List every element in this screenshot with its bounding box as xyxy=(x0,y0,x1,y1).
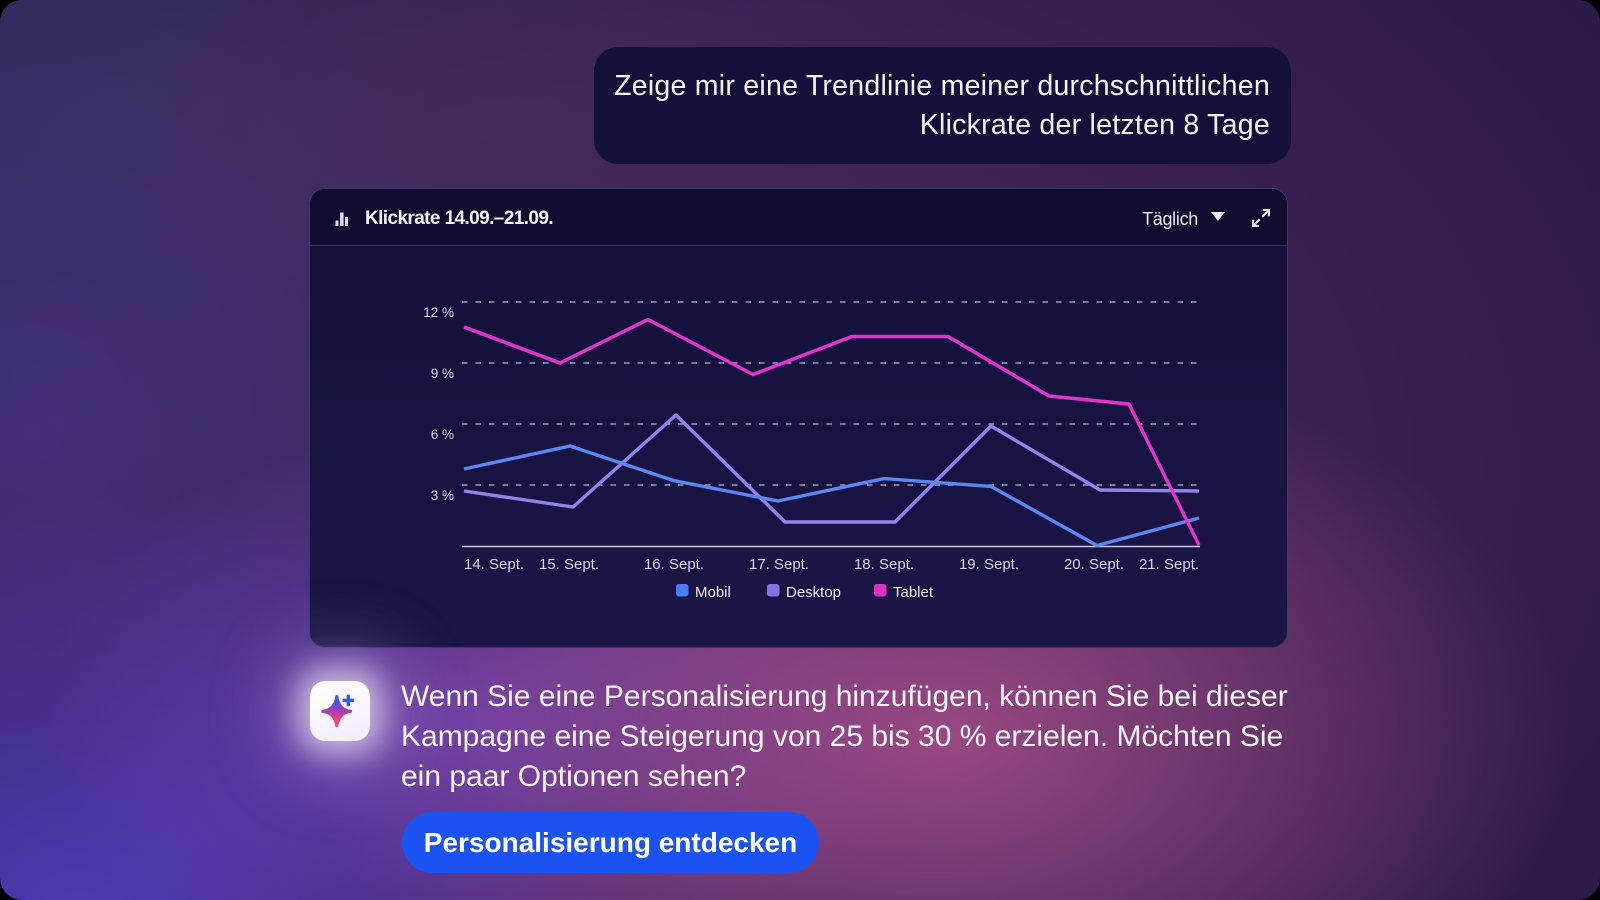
svg-text:18. Sept.: 18. Sept. xyxy=(854,556,914,573)
svg-text:3 %: 3 % xyxy=(431,488,454,503)
svg-text:Mobil: Mobil xyxy=(695,584,731,601)
svg-text:Tablet: Tablet xyxy=(893,584,934,601)
svg-text:19. Sept.: 19. Sept. xyxy=(959,556,1019,573)
svg-text:14. Sept.: 14. Sept. xyxy=(464,556,524,573)
svg-text:15. Sept.: 15. Sept. xyxy=(539,556,599,573)
svg-text:20. Sept.: 20. Sept. xyxy=(1064,556,1124,573)
svg-text:Desktop: Desktop xyxy=(786,584,841,601)
svg-text:6 %: 6 % xyxy=(431,427,454,442)
svg-text:21. Sept.: 21. Sept. xyxy=(1139,556,1199,573)
svg-text:16. Sept.: 16. Sept. xyxy=(644,556,704,573)
svg-text:17. Sept.: 17. Sept. xyxy=(749,556,809,573)
svg-text:9 %: 9 % xyxy=(431,366,454,381)
svg-text:12 %: 12 % xyxy=(423,305,454,320)
